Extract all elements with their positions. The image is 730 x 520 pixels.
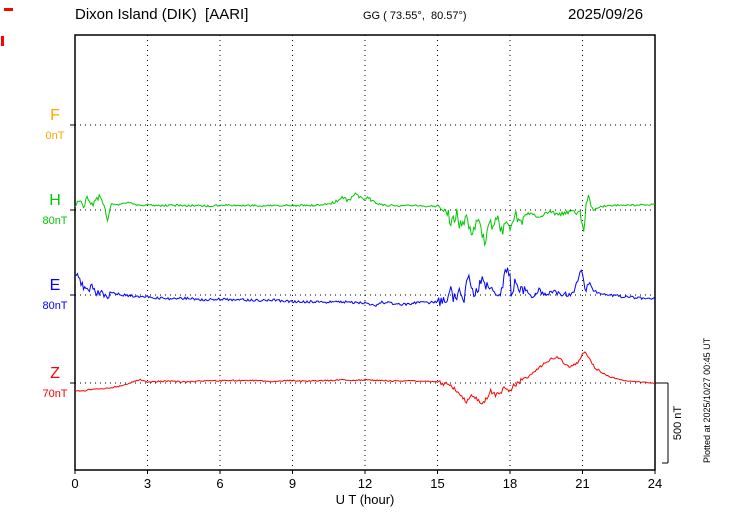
channel-offset-Z: 70nT (42, 388, 67, 400)
x-tick-label: 18 (503, 476, 517, 491)
station-title: Dixon Island (DIK) [AARI] (75, 6, 249, 23)
corner-mark (1, 36, 4, 46)
channel-letter-E: E (50, 277, 61, 294)
plot-date: 2025/09/26 (568, 6, 644, 23)
x-tick-label: 0 (71, 476, 78, 491)
plotted-at: Plotted at 2025/10/27 00:45 UT (702, 337, 712, 463)
trace-Z (74, 351, 656, 405)
x-tick-label: 6 (216, 476, 223, 491)
x-axis-title: U T (hour) (336, 492, 395, 507)
x-tick-label: 9 (289, 476, 296, 491)
channel-letter-F: F (50, 107, 60, 124)
corner-mark (4, 8, 13, 11)
channel-offset-H: 80nT (42, 215, 67, 227)
geographic-coords: GG ( 73.55°, 80.57°) (363, 10, 467, 22)
x-tick-label: 21 (575, 476, 589, 491)
scale-bar-label: 500 nT (672, 406, 684, 441)
channel-offset-F: 0nT (46, 130, 65, 142)
x-tick-label: 24 (648, 476, 662, 491)
trace-H (74, 192, 656, 247)
channel-offset-E: 80nT (42, 300, 67, 312)
trace-E (74, 267, 656, 307)
x-tick-label: 12 (358, 476, 372, 491)
x-tick-label: 15 (430, 476, 444, 491)
channel-letter-Z: Z (50, 365, 60, 382)
channel-letter-H: H (49, 192, 61, 209)
x-tick-label: 3 (144, 476, 151, 491)
